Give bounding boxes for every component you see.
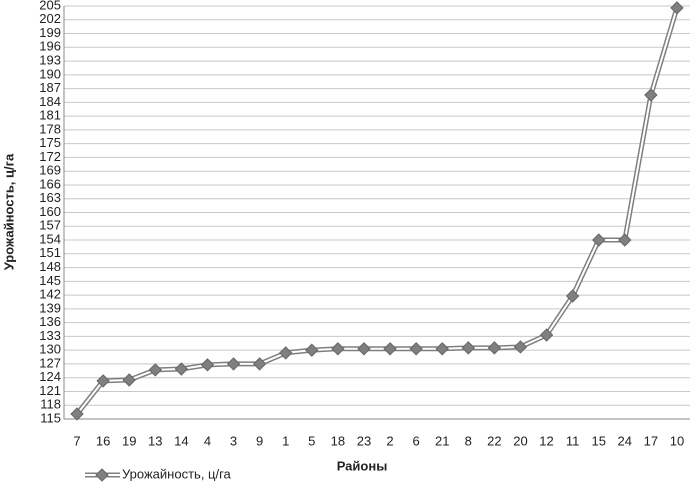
x-tick-label: 7 (73, 433, 80, 448)
y-tick-label: 196 (39, 39, 61, 54)
series-line-outline (75, 7, 680, 416)
x-tick-label: 12 (539, 433, 553, 448)
legend-marker (95, 468, 109, 482)
x-tick-label: 24 (618, 433, 632, 448)
marker (461, 341, 475, 355)
x-tick-label: 18 (331, 433, 345, 448)
x-tick-label: 22 (487, 433, 501, 448)
marker (305, 343, 319, 357)
y-tick-label: 202 (39, 11, 61, 26)
x-tick-label: 20 (513, 433, 527, 448)
y-tick-label: 193 (39, 53, 61, 68)
marker (252, 357, 267, 371)
y-tick-label: 148 (39, 259, 61, 274)
x-tick-label: 1 (282, 433, 289, 448)
y-tick-label: 190 (39, 66, 61, 81)
y-tick-label: 121 (39, 383, 61, 398)
marker (565, 289, 580, 303)
x-tick-label: 16 (96, 433, 110, 448)
x-tick-label: 6 (413, 433, 420, 448)
x-tick-label: 14 (174, 433, 188, 448)
marker (670, 1, 684, 15)
x-tick-label: 5 (308, 433, 315, 448)
y-tick-label: 118 (40, 397, 61, 412)
y-tick-label: 199 (39, 25, 61, 40)
y-tick-label: 124 (39, 369, 61, 384)
y-tick-label: 133 (39, 328, 61, 343)
marker (409, 342, 423, 356)
marker (226, 357, 241, 371)
y-tick-label: 142 (39, 287, 61, 302)
y-tick-label: 175 (39, 135, 61, 150)
marker (383, 342, 397, 356)
y-tick-label: 166 (39, 176, 61, 191)
marker (148, 363, 162, 377)
y-tick-label: 115 (40, 410, 61, 425)
y-axis-label: Урожайность, ц/га (1, 153, 16, 270)
marker (539, 328, 554, 342)
marker (200, 358, 215, 372)
marker (435, 342, 449, 356)
x-axis-label: Районы (337, 458, 388, 473)
x-tick-label: 10 (670, 433, 684, 448)
y-tick-label: 157 (39, 218, 61, 233)
marker (331, 342, 345, 356)
y-tick-label: 145 (39, 273, 61, 288)
marker (96, 374, 110, 388)
y-tick-label: 136 (39, 314, 61, 329)
x-tick-label: 21 (435, 433, 449, 448)
x-tick-label: 17 (644, 433, 658, 448)
y-tick-label: 181 (39, 108, 61, 123)
marker (644, 88, 658, 102)
y-tick-label: 151 (39, 245, 61, 260)
y-tick-label: 154 (39, 231, 61, 246)
y-tick-label: 169 (39, 163, 61, 178)
marker (279, 346, 293, 360)
marker (70, 407, 84, 421)
y-tick-label: 163 (39, 190, 61, 205)
marker (513, 340, 528, 354)
x-tick-label: 23 (357, 433, 371, 448)
marker (487, 341, 502, 355)
x-tick-label: 19 (122, 433, 136, 448)
series-line (76, 7, 678, 415)
marker (122, 373, 136, 387)
y-tick-label: 205 (39, 0, 61, 12)
marker (174, 362, 189, 376)
y-tick-label: 139 (39, 300, 61, 315)
marker (592, 233, 606, 247)
x-tick-label: 9 (256, 433, 263, 448)
x-tick-label: 13 (148, 433, 162, 448)
x-tick-label: 11 (566, 433, 580, 448)
y-tick-label: 187 (39, 80, 61, 95)
x-tick-label: 3 (230, 433, 237, 448)
legend-label: Урожайность, ц/га (122, 466, 232, 481)
marker (357, 342, 371, 356)
x-tick-label: 2 (386, 433, 393, 448)
marker (618, 233, 632, 247)
x-tick-label: 4 (204, 433, 211, 448)
y-tick-label: 127 (39, 355, 61, 370)
y-tick-label: 178 (39, 121, 61, 136)
x-tick-label: 15 (591, 433, 605, 448)
y-tick-label: 130 (39, 342, 61, 357)
y-tick-label: 184 (39, 94, 61, 109)
x-tick-label: 8 (465, 433, 472, 448)
y-tick-label: 160 (39, 204, 61, 219)
y-tick-label: 172 (39, 149, 61, 164)
